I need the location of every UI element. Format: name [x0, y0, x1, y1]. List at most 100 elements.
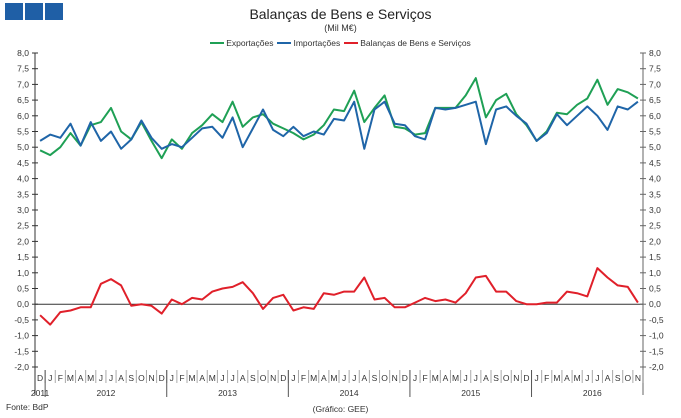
- y-tick-label-left: 6,5: [17, 95, 29, 105]
- y-tick-label-left: 3,5: [17, 189, 29, 199]
- x-month-label: N: [148, 373, 154, 383]
- x-year-label: 2016: [583, 388, 602, 398]
- x-month-label: J: [413, 373, 417, 383]
- y-tick-label-left: -1,5: [14, 346, 29, 356]
- y-tick-label-left: 3,0: [17, 205, 29, 215]
- y-tick-label-right: 2,0: [649, 236, 661, 246]
- y-tick-label-right: 1,0: [649, 268, 661, 278]
- y-tick-label-right: 6,5: [649, 95, 661, 105]
- y-tick-label-right: 7,5: [649, 64, 661, 74]
- y-tick-label-left: 2,0: [17, 236, 29, 246]
- y-tick-label-right: -0,5: [649, 315, 664, 325]
- y-tick-label-right: 4,0: [649, 174, 661, 184]
- x-month-label: J: [170, 373, 174, 383]
- x-month-label: J: [109, 373, 113, 383]
- x-month-label: J: [585, 373, 589, 383]
- gee-logo: [5, 3, 63, 20]
- x-month-label: O: [260, 373, 267, 383]
- chart-subtitle: (Mil M€): [324, 23, 357, 33]
- x-month-label: A: [199, 373, 205, 383]
- x-month-label: M: [574, 373, 581, 383]
- x-month-label: F: [544, 373, 549, 383]
- y-tick-label-left: 1,0: [17, 268, 29, 278]
- x-month-label: A: [321, 373, 327, 383]
- x-month-label: A: [78, 373, 84, 383]
- x-month-label: N: [392, 373, 398, 383]
- x-month-label: M: [452, 373, 459, 383]
- x-month-label: O: [138, 373, 145, 383]
- x-month-label: A: [118, 373, 124, 383]
- y-tick-label-left: 0,5: [17, 284, 29, 294]
- x-month-label: J: [230, 373, 234, 383]
- x-year-label: 2012: [96, 388, 115, 398]
- x-month-label: N: [270, 373, 276, 383]
- x-month-label: J: [474, 373, 478, 383]
- x-month-label: A: [361, 373, 367, 383]
- x-month-label: J: [220, 373, 224, 383]
- chart-title: Balanças de Bens e Serviços: [249, 6, 432, 22]
- y-tick-label-right: 6,0: [649, 111, 661, 121]
- y-tick-label-right: 8,0: [649, 48, 661, 58]
- x-month-label: S: [615, 373, 621, 383]
- y-tick-label-left: 6,0: [17, 111, 29, 121]
- y-tick-label-right: 1,5: [649, 252, 661, 262]
- x-month-label: N: [513, 373, 519, 383]
- x-month-label: M: [209, 373, 216, 383]
- y-tick-label-left: 4,0: [17, 174, 29, 184]
- y-tick-label-left: 7,0: [17, 79, 29, 89]
- y-tick-label-right: 0,5: [649, 284, 661, 294]
- y-tick-label-left: 4,5: [17, 158, 29, 168]
- x-month-label: D: [523, 373, 529, 383]
- y-tick-label-right: 2,5: [649, 221, 661, 231]
- x-month-label: S: [372, 373, 378, 383]
- y-tick-label-right: 5,5: [649, 127, 661, 137]
- x-month-label: D: [159, 373, 165, 383]
- series-line-imports: [39, 100, 639, 150]
- credit-note: (Gráfico: GEE): [312, 404, 369, 414]
- legend-item-balance: Balanças de Bens e Serviços: [344, 38, 471, 48]
- legend-item-imports: Importações: [277, 38, 340, 48]
- series-line-balance: [39, 267, 639, 326]
- x-year-label: 2013: [218, 388, 237, 398]
- y-tick-label-left: -2,0: [14, 362, 29, 372]
- x-month-label: M: [87, 373, 94, 383]
- x-month-label: D: [37, 373, 43, 383]
- x-month-label: N: [635, 373, 641, 383]
- x-month-label: D: [402, 373, 408, 383]
- y-tick-label-right: 3,0: [649, 205, 661, 215]
- y-tick-label-left: 8,0: [17, 48, 29, 58]
- x-month-label: J: [534, 373, 538, 383]
- x-month-label: A: [564, 373, 570, 383]
- x-month-label: J: [464, 373, 468, 383]
- legend-label: Balanças de Bens e Serviços: [360, 38, 471, 48]
- x-month-label: J: [595, 373, 599, 383]
- x-month-label: M: [189, 373, 196, 383]
- x-month-label: F: [58, 373, 63, 383]
- y-tick-label-right: -1,0: [649, 331, 664, 341]
- y-tick-label-left: -0,5: [14, 315, 29, 325]
- y-tick-label-right: 7,0: [649, 79, 661, 89]
- x-month-label: M: [67, 373, 74, 383]
- series-line-exports: [39, 77, 639, 160]
- x-month-label: O: [381, 373, 388, 383]
- x-month-label: J: [291, 373, 295, 383]
- x-month-label: M: [432, 373, 439, 383]
- x-month-label: A: [443, 373, 449, 383]
- y-tick-label-left: 0,0: [17, 299, 29, 309]
- x-month-label: J: [99, 373, 103, 383]
- x-year-label: 2014: [340, 388, 359, 398]
- x-month-label: S: [250, 373, 256, 383]
- x-month-label: J: [342, 373, 346, 383]
- x-month-label: J: [352, 373, 356, 383]
- x-month-label: F: [423, 373, 428, 383]
- y-tick-label-right: 0,0: [649, 299, 661, 309]
- y-tick-label-left: 5,0: [17, 142, 29, 152]
- x-month-label: M: [330, 373, 337, 383]
- y-tick-label-right: 5,0: [649, 142, 661, 152]
- y-tick-label-right: -1,5: [649, 346, 664, 356]
- y-tick-label-left: 7,5: [17, 64, 29, 74]
- y-tick-label-right: 4,5: [649, 158, 661, 168]
- x-month-label: O: [503, 373, 510, 383]
